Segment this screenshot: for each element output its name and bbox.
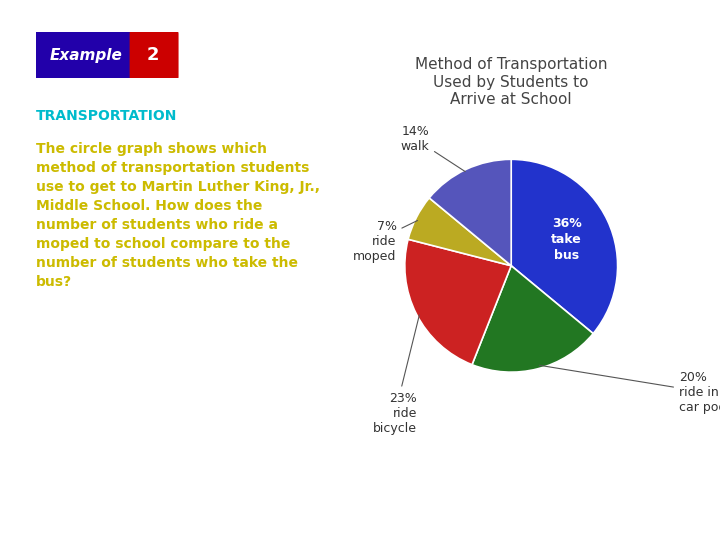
- Wedge shape: [511, 159, 618, 334]
- Text: 2: 2: [147, 46, 160, 64]
- FancyBboxPatch shape: [130, 29, 179, 82]
- Text: 14%
walk: 14% walk: [400, 125, 465, 172]
- Wedge shape: [472, 266, 593, 372]
- Text: TRANSPORTATION: TRANSPORTATION: [36, 109, 177, 123]
- FancyBboxPatch shape: [30, 26, 168, 84]
- Text: Example: Example: [50, 48, 123, 63]
- Wedge shape: [405, 239, 511, 364]
- Text: 20%
ride in
car pools: 20% ride in car pools: [539, 365, 720, 414]
- Wedge shape: [429, 159, 511, 266]
- Text: 7%
ride
moped: 7% ride moped: [354, 220, 418, 262]
- Text: 23%
ride
bicycle: 23% ride bicycle: [373, 315, 419, 435]
- Title: Method of Transportation
Used by Students to
Arrive at School: Method of Transportation Used by Student…: [415, 57, 608, 107]
- Text: The circle graph shows which
method of transportation students
use to get to Mar: The circle graph shows which method of t…: [36, 143, 320, 289]
- Text: 36%
take
bus: 36% take bus: [552, 217, 582, 262]
- Wedge shape: [408, 198, 511, 266]
